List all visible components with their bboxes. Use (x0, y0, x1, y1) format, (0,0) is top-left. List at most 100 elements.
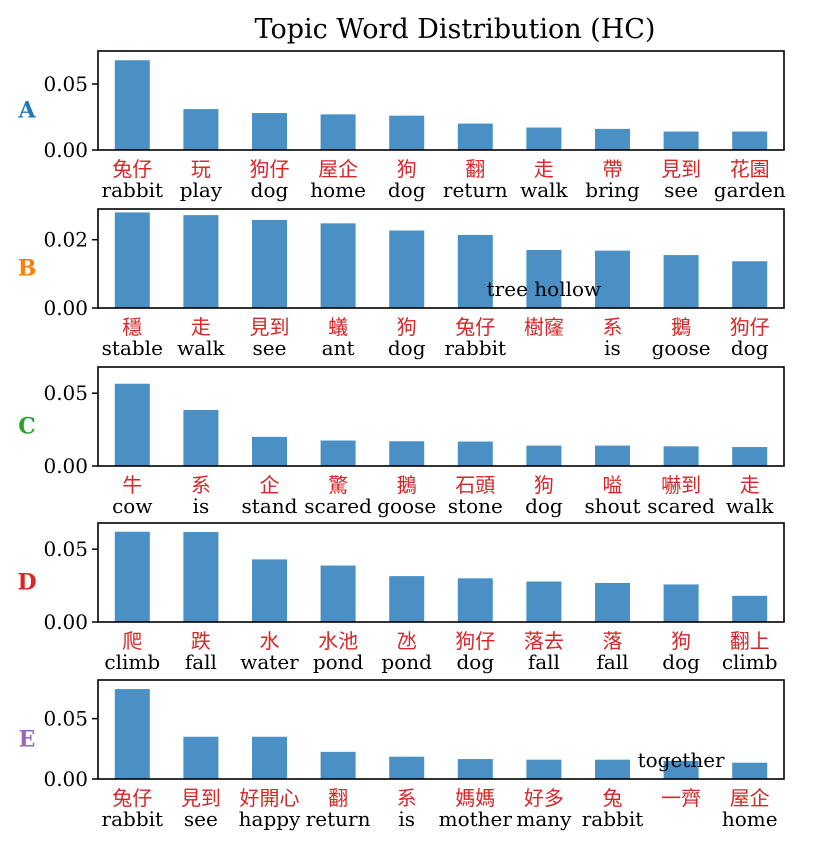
x-tick-label-zh: 狗仔 (455, 629, 495, 653)
bar (457, 578, 493, 622)
axes-frame (97, 522, 785, 623)
x-tick-label-zh: 兔仔 (112, 157, 152, 181)
x-tick-label-zh: 一齊 (661, 786, 701, 810)
bar (252, 219, 287, 308)
x-tick-label-en: walk (177, 336, 225, 360)
bar (732, 447, 768, 466)
y-tick-label: 0.00 (43, 767, 88, 791)
x-tick-label-en: walk (520, 178, 568, 202)
x-tick-label-en: goose (652, 336, 711, 360)
x-tick-label-en: dog (456, 650, 494, 674)
x-tick-label-zh: 走 (534, 157, 554, 181)
y-tick-label: 0.00 (43, 610, 88, 634)
x-tick-label-zh: 兔 (603, 786, 623, 810)
x-tick-label-zh: 驚 (328, 473, 348, 497)
x-tick-label-en: home (722, 807, 778, 831)
x-tick-label-en: climb (104, 650, 160, 674)
x-tick-label-zh: 兔仔 (112, 786, 152, 810)
bar (732, 261, 768, 308)
x-tick-label-en: dog (731, 336, 769, 360)
x-tick-label-zh: 翻上 (730, 629, 770, 653)
bar (252, 736, 287, 779)
x-tick-label-en: garden (714, 178, 786, 202)
y-tick-label: 0.05 (43, 381, 88, 405)
x-tick-label-en: walk (726, 494, 774, 518)
x-tick-label-en: stone (448, 494, 503, 518)
bar (732, 762, 768, 779)
x-tick-label-zh: 見到 (181, 786, 221, 810)
x-tick-label-en: ant (322, 336, 355, 360)
x-tick-label-en: dog (388, 336, 426, 360)
x-tick-label-zh: 狗 (671, 629, 691, 653)
bar (389, 230, 425, 308)
bar (183, 409, 219, 466)
bar (252, 559, 287, 622)
x-tick-label-zh: 鵝 (671, 315, 691, 339)
x-tick-label-zh: 好開心 (240, 786, 300, 810)
x-tick-label-en: pond (381, 650, 432, 674)
bar (526, 445, 562, 466)
x-tick-label-en: scared (647, 494, 715, 518)
panel-label: C (18, 414, 36, 440)
x-tick-label-zh: 蟻 (328, 315, 348, 339)
bar (114, 689, 150, 779)
y-tick-label: 0.05 (43, 72, 88, 96)
panel-label: B (18, 256, 37, 282)
x-tick-label-en: dog (525, 494, 563, 518)
bar (183, 109, 219, 150)
x-tick-label-zh: 走 (191, 315, 211, 339)
x-tick-label-zh: 落 (603, 629, 623, 653)
bar (389, 115, 425, 150)
panel-a: 0.000.05A兔仔rabbit玩play狗仔dog屋企home狗dog翻re… (17, 50, 786, 202)
x-tick-label-en: many (516, 807, 572, 831)
x-tick-label-en: fall (596, 650, 628, 674)
bar (114, 531, 150, 622)
bar (183, 215, 219, 308)
x-tick-label-zh: 嗌 (603, 473, 623, 497)
axes-frame (97, 679, 785, 780)
x-tick-label-zh: 屋企 (318, 157, 358, 181)
y-tick-label: 0.05 (43, 537, 88, 561)
x-tick-label-zh: 爬 (122, 629, 142, 653)
bar (457, 441, 493, 466)
annotation-label: together (638, 748, 725, 772)
x-tick-label-en: is (193, 494, 210, 518)
bar (595, 128, 630, 150)
x-tick-label-zh: 系 (603, 315, 623, 339)
y-tick-label: 0.00 (43, 138, 88, 162)
y-tick-label: 0.05 (43, 707, 88, 731)
bar (457, 123, 493, 150)
x-tick-label-zh: 媽媽 (455, 786, 495, 810)
panel-c: 0.000.05C牛cow系is企stand驚scared鵝goose石頭sto… (18, 366, 785, 518)
panel-d: 0.000.05D爬climb跌fall水water水池pond氹pond狗仔d… (17, 522, 785, 674)
bar (183, 736, 219, 779)
axes-frame (97, 50, 785, 151)
x-tick-label-zh: 企 (260, 473, 280, 497)
x-tick-label-en: dog (251, 178, 289, 202)
bar (114, 60, 150, 150)
bar (114, 383, 150, 466)
x-tick-label-zh: 落去 (524, 629, 564, 653)
x-tick-label-en: pond (313, 650, 364, 674)
bar (183, 532, 219, 622)
x-tick-label-en: rabbit (582, 807, 644, 831)
x-tick-label-en: cow (112, 494, 152, 518)
bar (663, 760, 699, 779)
bar (595, 582, 630, 622)
x-tick-label-en: see (664, 178, 698, 202)
panel-label: D (17, 570, 36, 596)
x-tick-label-zh: 石頭 (455, 473, 495, 497)
bar (526, 581, 562, 622)
x-tick-label-zh: 系 (191, 473, 211, 497)
x-tick-label-en: dog (388, 178, 426, 202)
y-tick-label: 0.00 (43, 296, 88, 320)
x-tick-label-zh: 見到 (250, 315, 290, 339)
x-tick-label-en: rabbit (102, 178, 164, 202)
x-tick-label-en: mother (439, 807, 513, 831)
x-tick-label-en: stable (102, 336, 163, 360)
axes-frame (97, 208, 785, 309)
x-tick-label-zh: 牛 (122, 473, 142, 497)
x-tick-label-zh: 屋企 (730, 786, 770, 810)
bar (320, 751, 356, 779)
